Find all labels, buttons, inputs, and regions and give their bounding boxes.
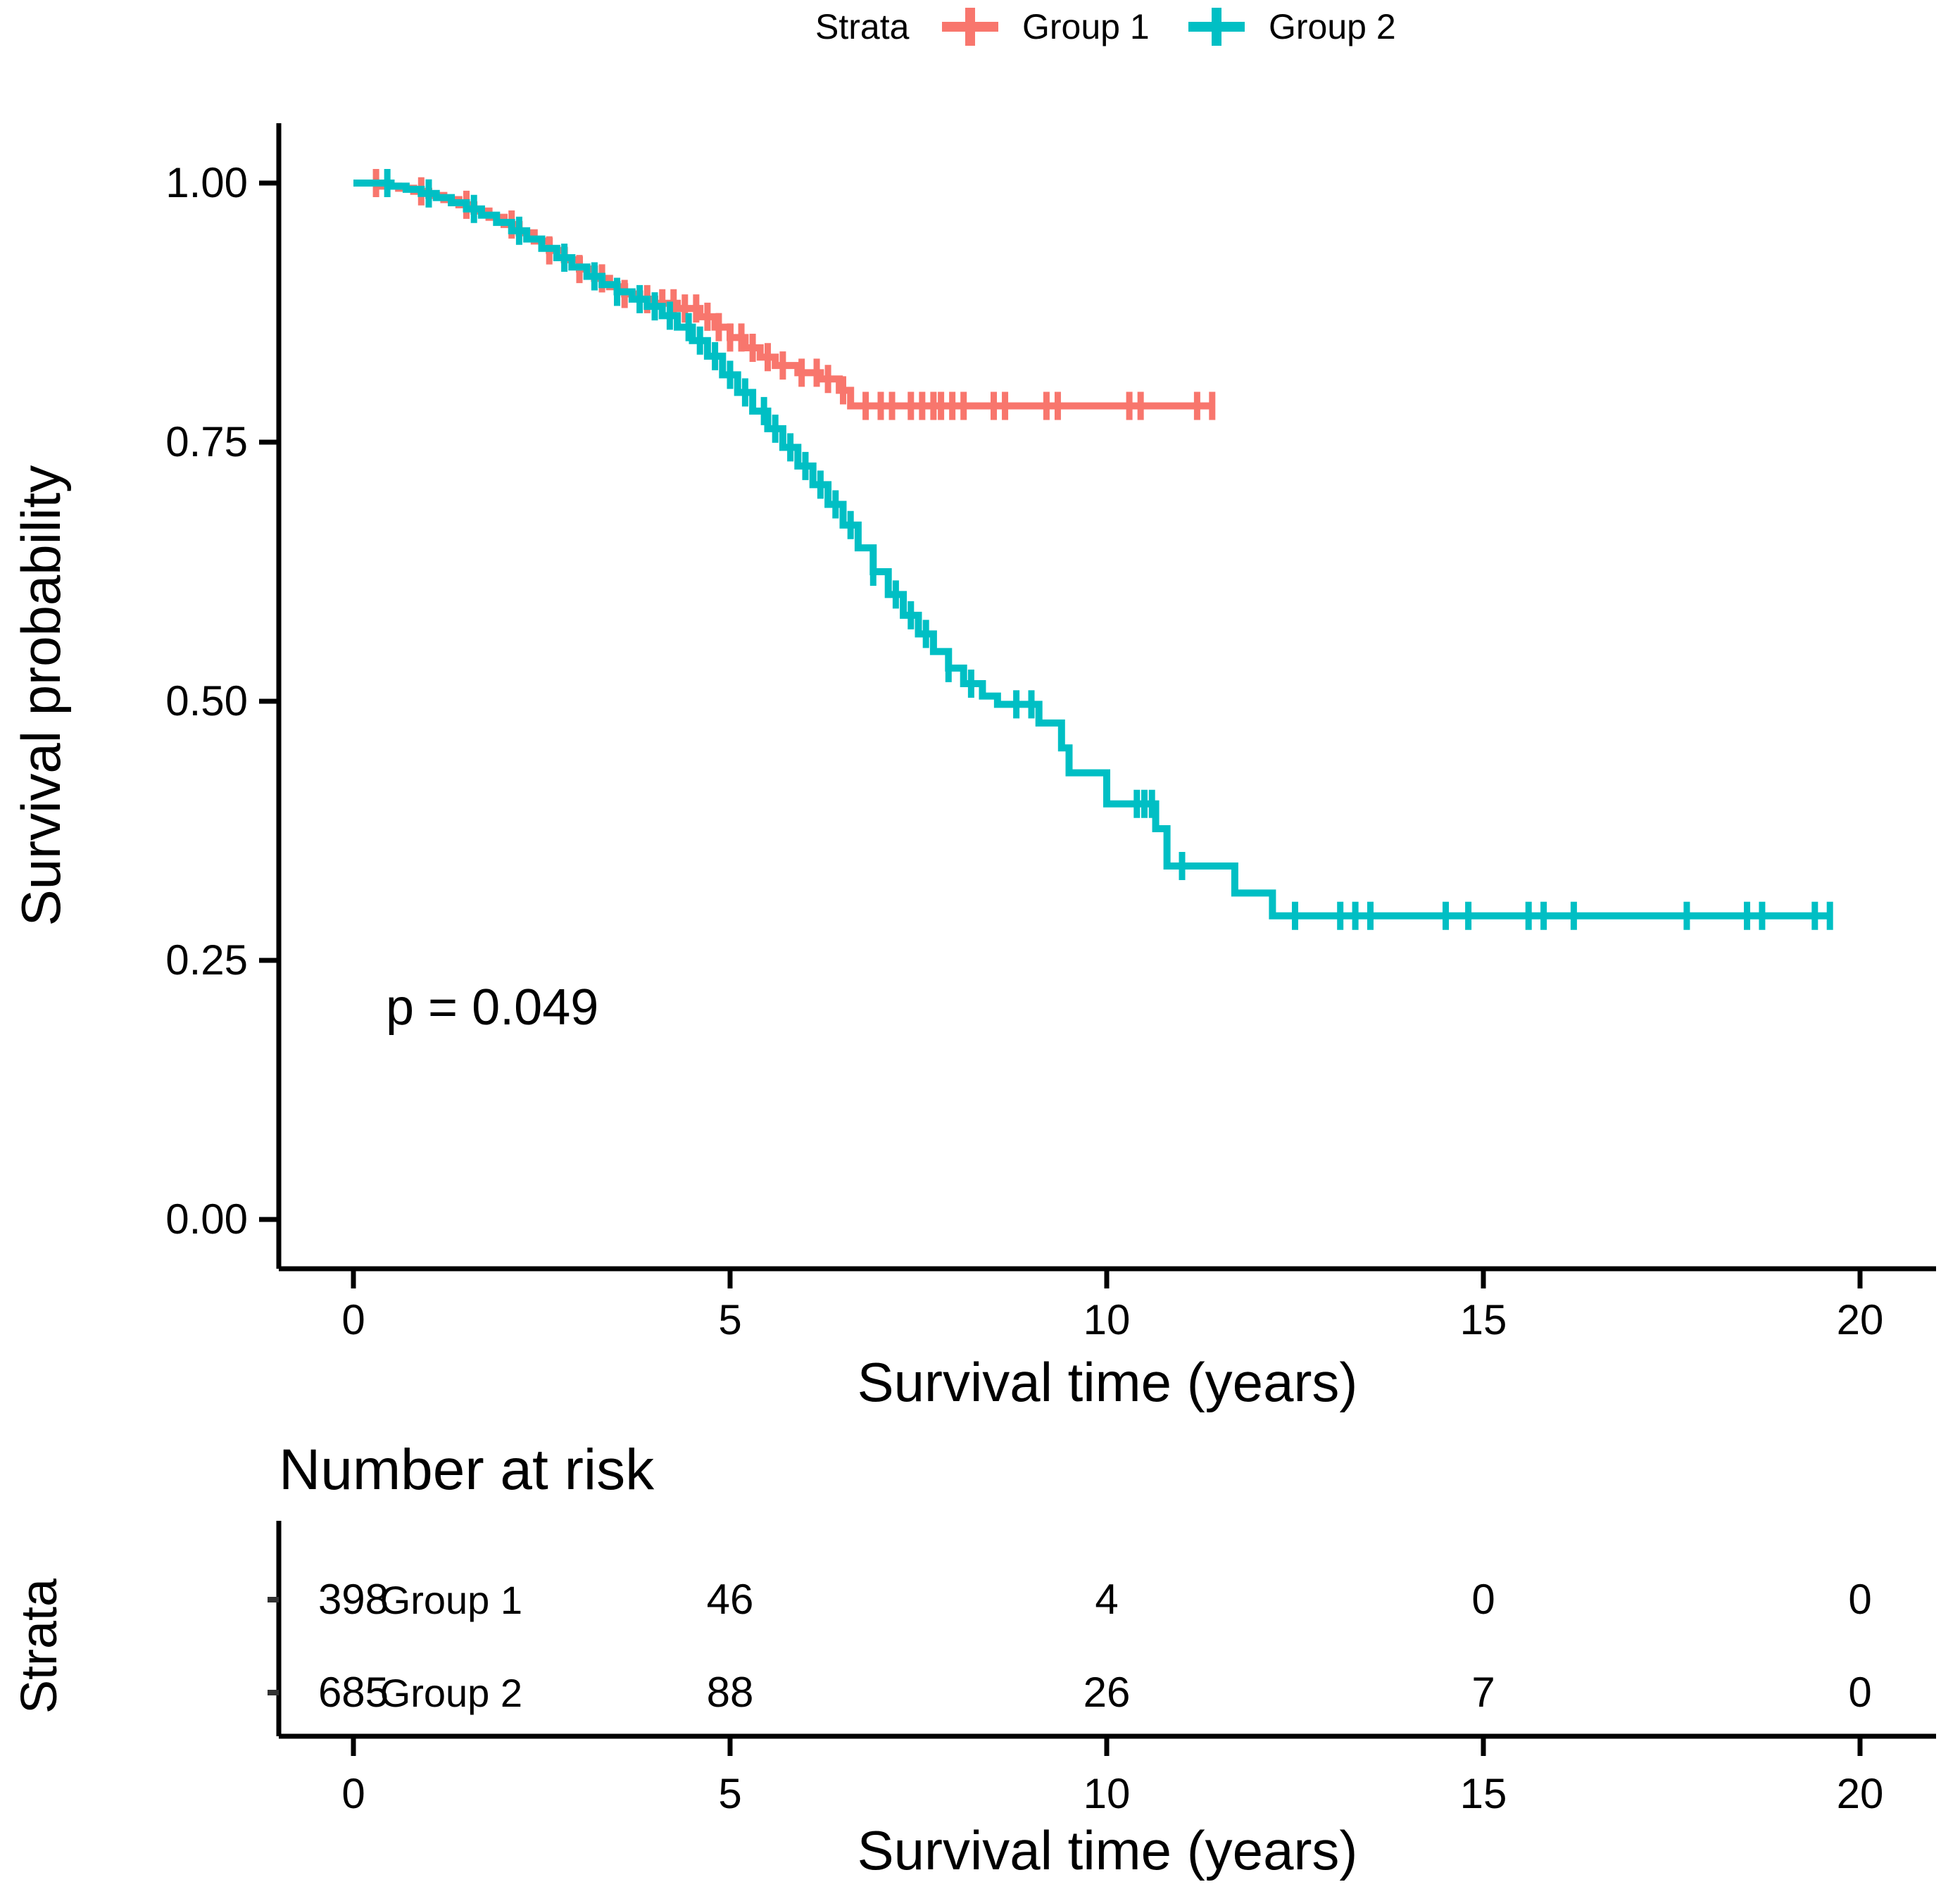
risk-count-g1-t0: 398: [318, 1576, 389, 1623]
risk-row-group2-label: Group 2: [380, 1671, 522, 1715]
risk-count-g1-t20: 0: [1848, 1576, 1871, 1623]
risk-count-g1-t15: 0: [1471, 1576, 1495, 1623]
y-axis-title: Survival probability: [10, 465, 72, 927]
x-tick-0: 0: [341, 1296, 365, 1343]
x-tick-20: 20: [1837, 1296, 1884, 1343]
risk-count-g2-t15: 7: [1471, 1669, 1495, 1716]
risk-count-g2-t10: 26: [1083, 1669, 1131, 1716]
x-axis-title: Survival time (years): [857, 1351, 1358, 1413]
x-tick-10: 10: [1083, 1296, 1131, 1343]
legend-item-group2-label: Group 2: [1269, 7, 1396, 46]
risk-x-axis-title: Survival time (years): [857, 1819, 1358, 1881]
survival-curves-layer: [353, 169, 1833, 930]
risk-count-g2-t0: 685: [318, 1669, 389, 1716]
x-tick-5: 5: [718, 1296, 741, 1343]
risk-count-g2-t20: 0: [1848, 1669, 1871, 1716]
risk-x-tick-20: 20: [1837, 1770, 1884, 1817]
survival-curve-group2: [353, 180, 1830, 920]
p-value-annotation: p = 0.049: [386, 979, 598, 1036]
risk-table-strata-axis-label: Strata: [11, 1578, 68, 1714]
axes-layer: [259, 123, 1936, 1756]
y-tick-1.00: 1.00: [165, 159, 248, 206]
y-tick-0.25: 0.25: [165, 936, 248, 984]
legend-key-layer: [942, 8, 1245, 46]
y-tick-0.50: 0.50: [165, 677, 248, 724]
risk-x-tick-15: 15: [1460, 1770, 1507, 1817]
risk-x-tick-0: 0: [341, 1770, 365, 1817]
y-tick-0.00: 0.00: [165, 1196, 248, 1243]
risk-count-g1-t5: 46: [707, 1576, 754, 1623]
risk-count-g2-t5: 88: [707, 1669, 754, 1716]
y-tick-0.75: 0.75: [165, 418, 248, 465]
risk-x-tick-5: 5: [718, 1770, 741, 1817]
risk-count-g1-t10: 4: [1095, 1576, 1118, 1623]
legend-title: Strata: [815, 7, 910, 46]
legend-item-group1-label: Group 1: [1022, 7, 1150, 46]
risk-x-tick-10: 10: [1083, 1770, 1131, 1817]
risk-row-group1-label: Group 1: [380, 1578, 522, 1622]
x-tick-15: 15: [1460, 1296, 1507, 1343]
risk-table-heading: Number at risk: [279, 1438, 655, 1502]
